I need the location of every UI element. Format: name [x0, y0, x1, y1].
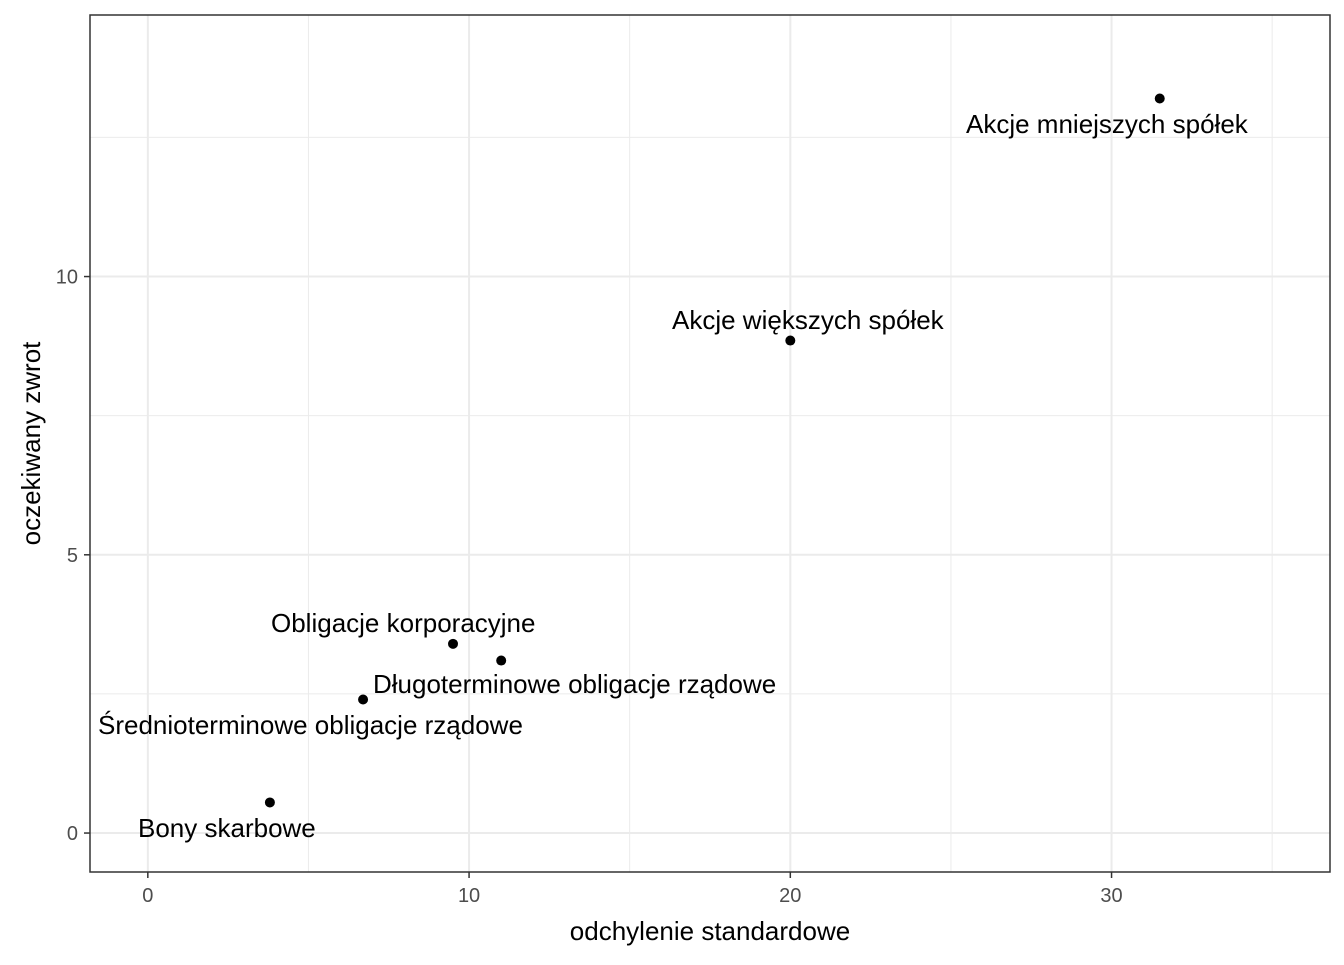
grid-minor	[90, 15, 1330, 872]
y-tick-label: 5	[67, 545, 78, 567]
y-tick-label: 10	[56, 267, 78, 289]
x-axis-title: odchylenie standardowe	[570, 916, 850, 946]
point-label: Długoterminowe obligacje rządowe	[373, 669, 776, 699]
x-tick-label: 10	[458, 885, 480, 907]
y-tick-label: 0	[67, 823, 78, 845]
points-layer	[264, 93, 1165, 808]
data-point	[264, 797, 275, 808]
point-label: Bony skarbowe	[138, 813, 316, 843]
data-point	[785, 335, 796, 346]
data-point	[358, 694, 369, 705]
grid-major	[90, 15, 1330, 872]
plot-background	[90, 15, 1330, 872]
plot-border	[89, 14, 1331, 873]
x-tick-label: 30	[1100, 885, 1122, 907]
point-labels: Bony skarbowe Średnioterminowe obligacje …	[98, 109, 1249, 843]
point-label: Akcje mniejszych spółek	[966, 109, 1249, 139]
y-axis: 0 5 10	[56, 267, 90, 845]
x-axis: 0 10 20 30	[142, 872, 1123, 907]
point-label: Akcje większych spółek	[672, 305, 945, 335]
data-point	[1154, 93, 1165, 104]
data-point	[496, 655, 507, 666]
point-label: Średnioterminowe obligacje rządowe	[98, 710, 523, 740]
point-label: Obligacje korporacyjne	[271, 608, 535, 638]
x-tick-label: 0	[142, 885, 153, 907]
data-point	[448, 638, 459, 649]
y-axis-title: oczekiwany zwrot	[16, 341, 46, 546]
x-tick-label: 20	[779, 885, 801, 907]
